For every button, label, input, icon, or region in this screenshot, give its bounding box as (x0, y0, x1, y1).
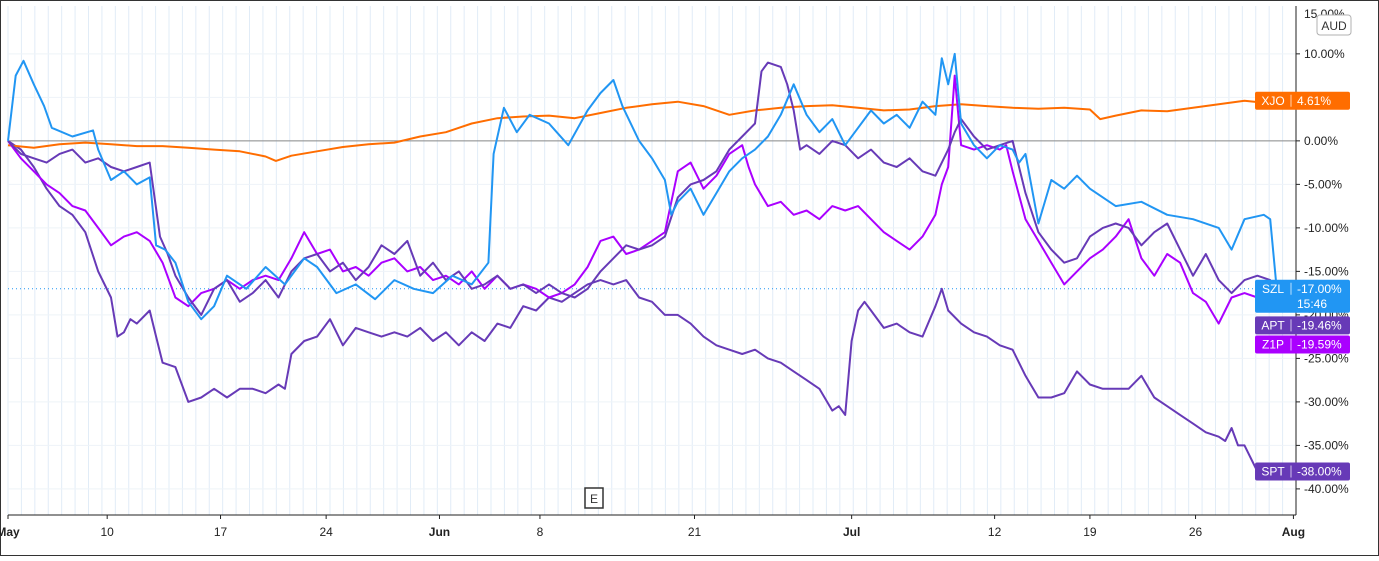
series-line-szl (7, 52, 1278, 321)
event-marker-label: E (590, 492, 598, 506)
series-last-value: -19.59% (1297, 337, 1342, 351)
series-last-value: 4.61% (1297, 94, 1331, 108)
x-tick-label: 26 (1189, 525, 1203, 539)
series-last-value: -17.00% (1297, 282, 1342, 296)
x-tick-label: Jun (429, 525, 450, 539)
last-value-label-z1p: Z1P -19.59% (1255, 335, 1350, 354)
y-tick-label: -40.00% (1304, 482, 1349, 496)
series-last-value: -38.00% (1297, 464, 1342, 478)
currency-badge-label: AUD (1321, 19, 1347, 33)
currency-badge[interactable]: AUD (1316, 14, 1352, 36)
x-axis: May 10 17 24 Jun 8 21 Jul 12 19 26 Aug (0, 515, 1305, 539)
y-tick-label: -15.00% (1304, 264, 1349, 278)
series-name-label: SZL (1262, 282, 1284, 296)
last-value-label-szl: SZL -17.00%15:46 (1255, 279, 1350, 313)
last-value-label-apt: APT -19.46% (1255, 316, 1350, 335)
x-tick-label: 12 (988, 525, 1002, 539)
series-name-label: Z1P (1262, 337, 1284, 351)
x-tick-label: Aug (1282, 525, 1305, 539)
series-name-label: SPT (1261, 464, 1285, 478)
x-tick-label: 8 (537, 525, 544, 539)
last-value-labels: XJO 4.61% SZL -17.00%15:46 APT -19.46% Z1P -19.… (1255, 91, 1350, 481)
currency-badge-box (1316, 14, 1352, 36)
last-value-label-box (1255, 335, 1350, 354)
event-marker[interactable]: E (584, 487, 604, 509)
y-tick-label: -5.00% (1304, 177, 1342, 191)
x-tick-label: Jul (843, 525, 860, 539)
y-tick-label: 10.00% (1304, 47, 1345, 61)
last-value-label-spt: SPT -38.00% (1255, 462, 1350, 481)
series-last-time: 15:46 (1297, 297, 1327, 311)
x-tick-label: 24 (319, 525, 333, 539)
y-tick-label: -35.00% (1304, 438, 1349, 452)
x-tick-label: 21 (688, 525, 702, 539)
series-last-value: -19.46% (1297, 318, 1342, 332)
series-line-spt (7, 140, 1259, 472)
x-tick-label: 10 (100, 525, 114, 539)
x-tick-label: 17 (214, 525, 228, 539)
x-tick-label: May (0, 525, 20, 539)
last-value-label-box (1255, 316, 1350, 335)
last-value-label-box (1255, 279, 1350, 313)
y-tick-label: -10.00% (1304, 221, 1349, 235)
last-value-label-box (1255, 462, 1350, 481)
last-value-label-box (1255, 91, 1350, 110)
series-layer (7, 52, 1297, 472)
series-line-xjo (7, 99, 1297, 162)
y-tick-label: -30.00% (1304, 395, 1349, 409)
x-tick-label: 19 (1083, 525, 1097, 539)
y-tick-label: -25.00% (1304, 351, 1349, 365)
series-name-label: XJO (1261, 94, 1284, 108)
y-tick-label: 0.00% (1304, 134, 1338, 148)
last-value-label-xjo: XJO 4.61% (1255, 91, 1350, 110)
event-marker-box (584, 487, 604, 509)
series-name-label: APT (1261, 318, 1285, 332)
series-line-apt (7, 61, 1285, 316)
